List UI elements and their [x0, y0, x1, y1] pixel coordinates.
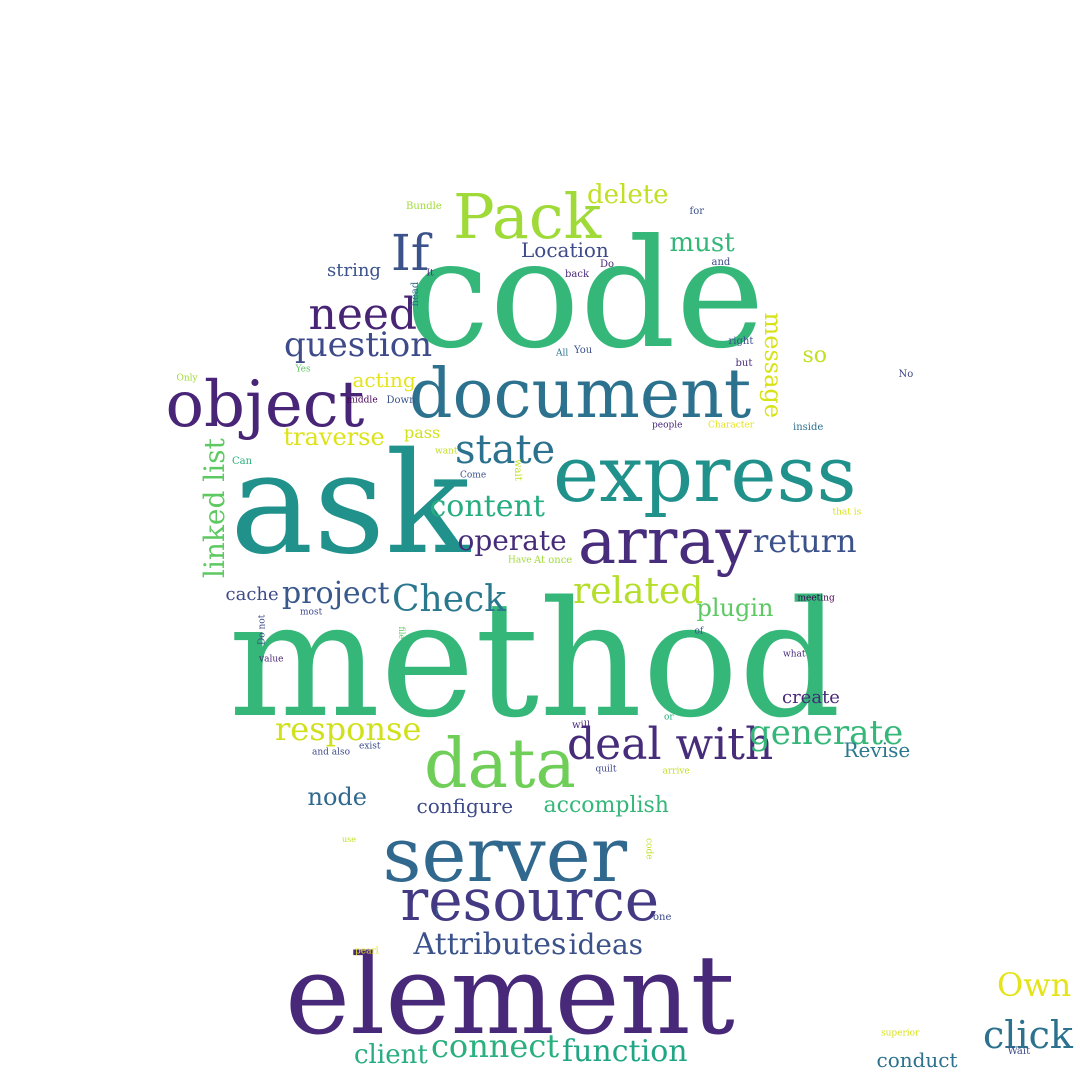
- cloud-word: superior: [881, 1028, 920, 1039]
- cloud-word: of: [694, 626, 704, 637]
- cloud-word: head: [410, 281, 421, 307]
- cloud-word: acting: [352, 368, 416, 392]
- cloud-word: Only: [176, 373, 198, 384]
- cloud-word: will: [572, 720, 591, 731]
- cloud-word: element: [285, 931, 735, 1059]
- cloud-word: response: [275, 710, 422, 748]
- cloud-word: configure: [416, 794, 514, 818]
- cloud-word: need: [308, 289, 418, 340]
- cloud-word: project: [282, 576, 390, 611]
- cloud-word: linked list: [198, 438, 231, 578]
- cloud-word: array: [578, 505, 752, 579]
- cloud-word: ask: [230, 423, 471, 586]
- cloud-word: connect: [431, 1027, 560, 1065]
- cloud-word: most: [300, 607, 323, 618]
- cloud-word: use: [342, 835, 356, 844]
- cloud-word: pearl: [355, 946, 379, 957]
- cloud-word: click: [983, 1013, 1073, 1057]
- cloud-word: must: [669, 228, 735, 258]
- cloud-word: Character: [708, 420, 755, 431]
- cloud-word: No: [898, 369, 914, 380]
- cloud-word: server: [382, 810, 628, 899]
- cloud-word: function: [562, 1034, 688, 1069]
- cloud-word: client: [354, 1040, 428, 1070]
- cloud-word: that is: [832, 507, 862, 518]
- cloud-word: node: [307, 783, 367, 811]
- cloud-word: cache: [225, 584, 279, 605]
- cloud-word: It: [426, 268, 434, 279]
- cloud-word: method: [228, 566, 842, 753]
- cloud-word: plugin: [696, 594, 774, 622]
- cloud-word: back: [565, 269, 590, 280]
- cloud-word: wait: [512, 459, 523, 481]
- cloud-word: Do not: [257, 614, 268, 645]
- cloud-word: At once: [534, 555, 573, 566]
- cloud-word: string: [327, 260, 381, 281]
- cloud-word: ideas: [568, 928, 644, 961]
- cloud-word: inside: [793, 422, 824, 433]
- cloud-word: You: [574, 345, 593, 356]
- cloud-word: document: [409, 355, 752, 434]
- cloud-word: people: [652, 420, 683, 431]
- cloud-word: express: [553, 430, 857, 520]
- cloud-word: file: [397, 626, 406, 640]
- cloud-word: Wait: [1007, 1046, 1031, 1057]
- cloud-word: object: [165, 368, 365, 442]
- cloud-word: resource: [400, 866, 660, 934]
- cloud-word: Check: [392, 579, 507, 620]
- cloud-word: and: [711, 257, 731, 268]
- cloud-word: code: [405, 208, 765, 382]
- cloud-word: generate: [749, 713, 904, 753]
- cloud-word: arrive: [662, 766, 690, 777]
- cloud-word: Can: [232, 456, 253, 467]
- cloud-word: one: [653, 912, 672, 923]
- cloud-word: Location: [521, 238, 609, 262]
- cloud-word: content: [429, 489, 545, 524]
- cloud-word: want: [435, 446, 458, 457]
- cloud-word: Have: [508, 555, 532, 566]
- cloud-word: Own: [997, 966, 1072, 1004]
- cloud-word: operate: [457, 524, 567, 557]
- cloud-word: Do: [600, 259, 615, 270]
- cloud-word: return: [753, 522, 857, 560]
- cloud-word: pass: [404, 423, 441, 442]
- cloud-word: Yes: [295, 364, 311, 375]
- cloud-word: what: [783, 649, 806, 660]
- cloud-word: or: [664, 712, 674, 723]
- cloud-word: Attributes: [413, 927, 567, 962]
- cloud-word: conduct: [876, 1048, 958, 1072]
- cloud-word: right: [728, 336, 754, 347]
- cloud-word: create: [782, 687, 840, 708]
- cloud-word: middle: [346, 395, 378, 406]
- cloud-word: message: [759, 312, 787, 418]
- cloud-word: code: [643, 838, 654, 860]
- cloud-word: traverse: [283, 423, 385, 451]
- cloud-word: quilt: [595, 764, 617, 775]
- cloud-word: but: [735, 358, 753, 369]
- cloud-word: and also: [312, 747, 351, 758]
- cloud-word: accomplish: [543, 793, 669, 818]
- cloud-word: Revise: [843, 738, 911, 762]
- cloud-word: related: [573, 571, 704, 612]
- cloud-word: meeting: [797, 593, 835, 604]
- cloud-word: Pack: [453, 180, 602, 253]
- cloud-word: Down: [386, 395, 416, 406]
- cloud-word: deal with: [567, 719, 774, 770]
- cloud-word: delete: [587, 180, 669, 210]
- cloud-word: state: [455, 427, 556, 473]
- cloud-word: All: [556, 348, 569, 359]
- cloud-word: If: [391, 224, 430, 282]
- cloud-word: Bundle: [406, 201, 442, 212]
- cloud-word: data: [424, 725, 576, 804]
- cloud-word: so: [802, 343, 828, 368]
- cloud-word: value: [259, 654, 284, 665]
- cloud-word: exist: [359, 741, 381, 752]
- cloud-word: Come: [460, 470, 487, 481]
- cloud-word: question: [284, 325, 433, 365]
- cloud-word: for: [689, 206, 705, 217]
- cloud-word: I: [435, 907, 439, 918]
